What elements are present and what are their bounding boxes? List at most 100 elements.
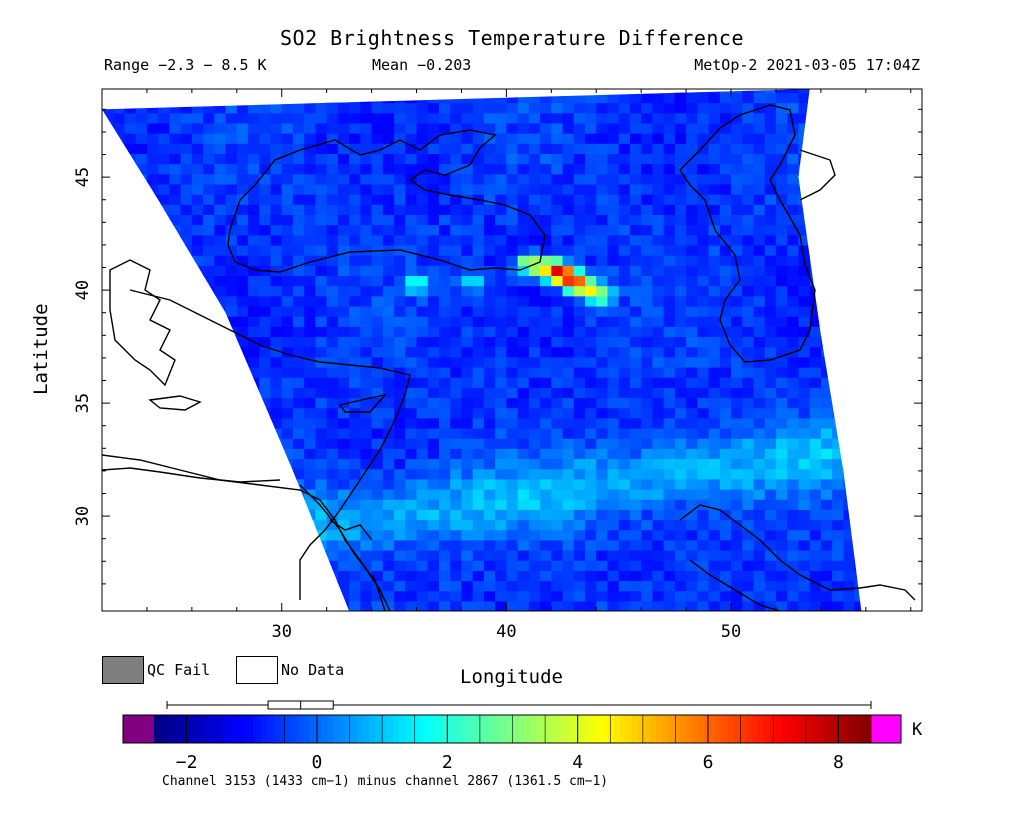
data-cell: [203, 295, 215, 307]
data-cell: [618, 316, 631, 327]
data-cell: [798, 600, 811, 611]
data-cell: [607, 305, 620, 317]
data-cell: [158, 448, 170, 460]
data-cell: [304, 194, 317, 205]
data-cell: [281, 417, 294, 429]
data-cell: [304, 438, 317, 449]
data-cell: [708, 539, 721, 551]
coastline-cyprus: [338, 393, 387, 413]
data-cell: [877, 123, 889, 134]
data-cell: [888, 519, 900, 530]
data-cell: [820, 448, 833, 460]
data-cell: [495, 458, 507, 470]
data-cell: [888, 458, 900, 469]
data-cell: [124, 356, 137, 368]
data-cell: [146, 224, 159, 236]
data-cell: [573, 163, 586, 175]
data-cell: [775, 122, 788, 134]
data-cell: [461, 204, 474, 216]
data-cell: [405, 224, 418, 236]
data-cell: [248, 387, 260, 399]
data-cell: [652, 102, 665, 114]
data-cell: [787, 560, 800, 571]
data-cell: [888, 184, 900, 195]
data-cell: [416, 366, 429, 378]
data-cell: [888, 591, 900, 602]
data-cell: [517, 519, 530, 531]
data-cell: [191, 92, 204, 104]
data-cell: [281, 173, 294, 185]
data-cell: [798, 458, 811, 470]
data-cell: [753, 326, 766, 338]
data-cell: [236, 499, 249, 510]
data-cell: [854, 234, 862, 246]
colorbar-segment: [853, 715, 860, 743]
data-cell: [629, 478, 642, 490]
data-cell: [394, 407, 406, 419]
data-cell: [652, 234, 665, 246]
data-cell: [652, 265, 665, 277]
data-cell: [405, 102, 418, 114]
data-cell: [450, 377, 463, 388]
data-cell: [146, 112, 159, 124]
data-cell: [775, 336, 788, 348]
data-cell: [877, 255, 889, 266]
data-cell: [719, 529, 732, 541]
data-cell: [719, 539, 732, 551]
data-cell: [900, 113, 912, 124]
data-cell: [191, 387, 204, 399]
data-cell: [686, 377, 698, 388]
data-cell: [102, 275, 114, 287]
data-cell: [259, 143, 272, 155]
data-cell: [135, 89, 148, 93]
data-cell: [629, 255, 642, 266]
data-cell: [854, 143, 862, 155]
data-cell: [427, 285, 440, 297]
data-cell: [124, 183, 137, 195]
data-cell: [281, 539, 294, 551]
data-cell: [742, 600, 755, 611]
data-cell: [495, 102, 507, 114]
data-cell: [686, 499, 698, 510]
data-cell: [371, 468, 384, 480]
data-cell: [292, 295, 305, 307]
data-cell: [259, 326, 272, 338]
data-cell: [124, 295, 137, 307]
data-cell: [495, 275, 507, 287]
data-cell: [775, 509, 788, 521]
data-cell: [731, 407, 743, 419]
data-cell: [394, 458, 406, 470]
data-cell: [483, 448, 496, 460]
data-cell: [124, 102, 137, 114]
data-cell: [843, 143, 856, 155]
data-cell: [731, 590, 743, 602]
data-cell: [382, 102, 395, 114]
data-cell: [113, 275, 126, 287]
data-cell: [866, 133, 878, 144]
data-cell: [360, 102, 373, 114]
data-cell: [573, 89, 586, 93]
data-cell: [146, 326, 159, 338]
data-cell: [753, 407, 766, 419]
data-cell: [135, 204, 148, 216]
data-cell: [337, 275, 350, 287]
data-cell: [506, 244, 519, 256]
data-cell: [394, 580, 406, 592]
data-cell: [225, 163, 238, 175]
data-cell: [809, 560, 822, 571]
data-cell: [315, 397, 328, 409]
data-cell: [540, 478, 552, 490]
data-cell: [832, 366, 844, 378]
data-cell: [483, 265, 496, 277]
data-cell: [135, 590, 148, 602]
data-cell: [877, 184, 889, 195]
data-cell: [798, 153, 811, 165]
data-cell: [911, 133, 923, 144]
data-cell: [236, 194, 249, 205]
data-cell: [270, 122, 283, 134]
data-cell: [742, 122, 755, 134]
data-cell: [629, 336, 642, 348]
data-cell: [877, 469, 889, 480]
data-cell: [809, 173, 822, 185]
data-cell: [877, 489, 889, 500]
